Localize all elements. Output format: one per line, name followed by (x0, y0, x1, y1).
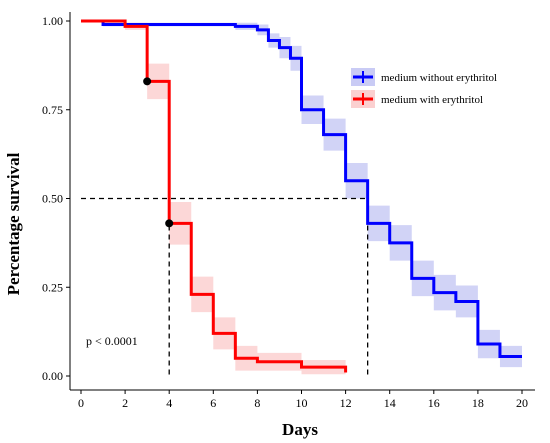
y-tick-label: 0.75 (42, 103, 63, 117)
y-tick-label: 0.50 (42, 192, 63, 206)
y-tick-label: 0.25 (42, 280, 63, 294)
series-line (81, 19, 348, 373)
x-tick-label: 14 (384, 396, 396, 410)
plot-area (81, 19, 522, 376)
y-ticks: 0.00 0.25 0.50 0.75 1.00 (42, 14, 70, 383)
y-axis-title: Percentage survival (4, 152, 23, 295)
x-tick-label: 20 (516, 396, 528, 410)
confidence-band (81, 21, 522, 368)
p-value-annotation: p < 0.0001 (86, 334, 138, 348)
legend-label: medium with erythritol (381, 94, 483, 106)
x-tick-label: 4 (166, 396, 172, 410)
x-tick-label: 12 (340, 396, 352, 410)
x-tick-label: 6 (210, 396, 216, 410)
censor-point (143, 77, 152, 86)
censor-point (165, 219, 174, 228)
x-axis-title: Days (282, 420, 318, 439)
series-line (81, 19, 522, 358)
x-tick-label: 0 (78, 396, 84, 410)
axes: 0 2 4 6 8 10 12 14 16 18 20 0.00 0.25 0.50 0.75 1.00 (42, 12, 535, 410)
x-tick-label: 18 (472, 396, 484, 410)
x-tick-label: 2 (122, 396, 128, 410)
x-tick-label: 8 (254, 396, 260, 410)
legend: medium without erythritol medium with ery… (351, 68, 497, 108)
legend-label: medium without erythritol (381, 72, 497, 84)
y-tick-label: 0.00 (42, 369, 63, 383)
x-ticks: 0 2 4 6 8 10 12 14 16 18 20 (78, 390, 528, 410)
x-tick-label: 16 (428, 396, 440, 410)
x-tick-label: 10 (296, 396, 308, 410)
y-tick-label: 1.00 (42, 14, 63, 28)
